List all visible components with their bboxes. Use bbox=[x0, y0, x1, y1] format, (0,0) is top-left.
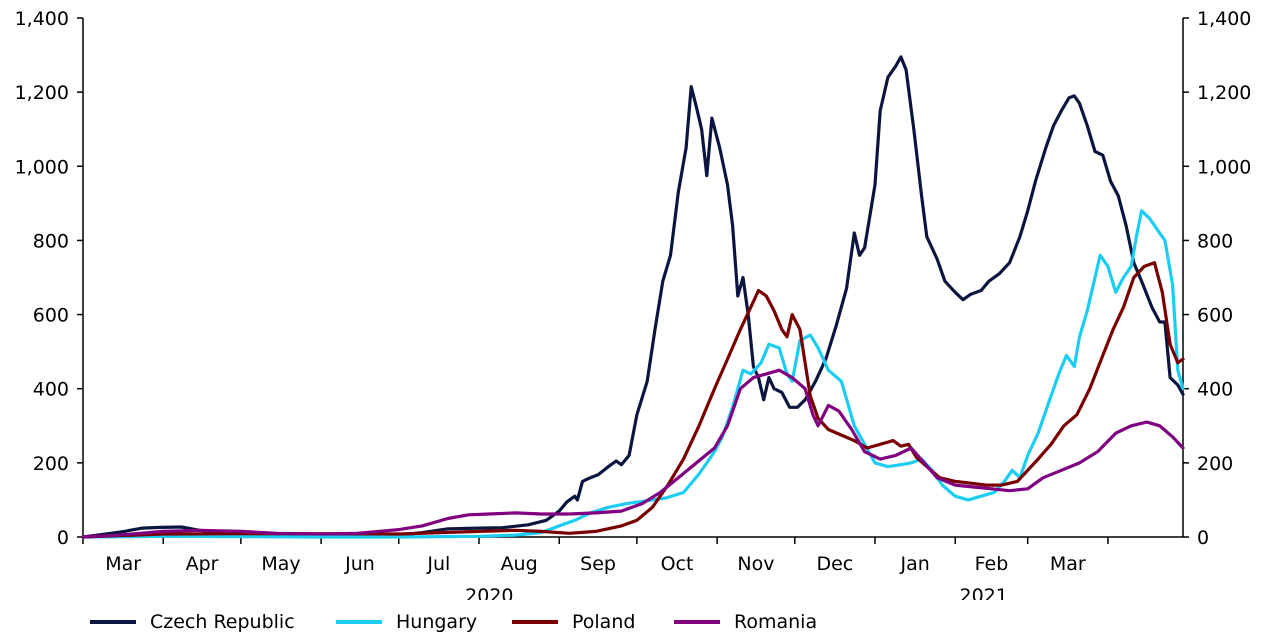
legend-swatch-czech-republic bbox=[90, 620, 136, 624]
left-y-axis: 0 200 400 600 800 1,000 1,200 1,400 bbox=[15, 8, 84, 549]
x-axis: Mar Apr May Jun Jul Aug Sep Oct Nov Dec Jan Feb Mar 2… bbox=[82, 536, 1183, 600]
series-line-romania bbox=[81, 368, 1185, 539]
series-line-czech-republic bbox=[81, 55, 1185, 539]
left-y-tick-label: 1,400 bbox=[15, 8, 69, 30]
x-tick-label: Apr bbox=[186, 553, 219, 575]
x-tick-label: Jul bbox=[426, 553, 450, 575]
x-tick-label: Jan bbox=[899, 553, 929, 575]
left-y-tick-label: 0 bbox=[57, 527, 69, 549]
right-y-tick-label: 1,200 bbox=[1197, 82, 1251, 104]
legend-label-poland: Poland bbox=[572, 611, 636, 633]
x-tick-label: Dec bbox=[816, 553, 853, 575]
legend: Czech Republic Hungary Poland Romania bbox=[0, 604, 1262, 640]
right-y-tick-label: 200 bbox=[1197, 453, 1233, 475]
left-y-tick-label: 600 bbox=[33, 305, 69, 327]
x-tick-label: Nov bbox=[737, 553, 774, 575]
right-y-axis: 0 200 400 600 800 1,000 1,200 1,400 bbox=[1182, 8, 1251, 549]
right-y-tick-label: 600 bbox=[1197, 305, 1233, 327]
left-y-tick-label: 1,000 bbox=[15, 156, 69, 178]
legend-item-romania: Romania bbox=[674, 604, 817, 640]
x-tick-label: May bbox=[261, 553, 300, 575]
line-chart: 0 200 400 600 800 1,000 1,200 1,400 0 200 400 600 8… bbox=[15, 8, 1252, 600]
legend-swatch-romania bbox=[674, 620, 720, 624]
left-y-tick-label: 800 bbox=[33, 230, 69, 252]
right-y-tick-label: 0 bbox=[1197, 527, 1209, 549]
x-tick-label: Feb bbox=[975, 553, 1009, 575]
series-lines bbox=[81, 55, 1185, 539]
x-tick-label: Mar bbox=[1050, 553, 1086, 575]
x-tick-label: Aug bbox=[501, 553, 538, 575]
right-y-tick-label: 1,400 bbox=[1197, 8, 1251, 30]
left-y-tick-label: 200 bbox=[33, 453, 69, 475]
legend-item-czech-republic: Czech Republic bbox=[90, 604, 295, 640]
legend-item-hungary: Hungary bbox=[336, 604, 477, 640]
right-y-tick-label: 800 bbox=[1197, 230, 1233, 252]
x-year-label: 2020 bbox=[465, 585, 513, 600]
legend-swatch-hungary bbox=[336, 620, 382, 624]
x-tick-label: Oct bbox=[661, 553, 694, 575]
legend-label-romania: Romania bbox=[734, 611, 818, 633]
legend-swatch-poland bbox=[512, 620, 558, 624]
x-tick-label: Jun bbox=[344, 553, 375, 575]
series-line-hungary bbox=[81, 209, 1185, 539]
left-y-tick-label: 1,200 bbox=[15, 82, 69, 104]
x-tick-label: Sep bbox=[580, 553, 616, 575]
series-line-poland bbox=[81, 261, 1185, 539]
legend-item-poland: Poland bbox=[512, 604, 635, 640]
right-y-tick-label: 400 bbox=[1197, 379, 1233, 401]
x-year-label: 2021 bbox=[960, 585, 1008, 600]
right-y-tick-label: 1,000 bbox=[1197, 156, 1251, 178]
left-y-tick-label: 400 bbox=[33, 379, 69, 401]
legend-label-czech-republic: Czech Republic bbox=[150, 611, 295, 633]
legend-label-hungary: Hungary bbox=[396, 611, 478, 633]
x-tick-label: Mar bbox=[105, 553, 141, 575]
